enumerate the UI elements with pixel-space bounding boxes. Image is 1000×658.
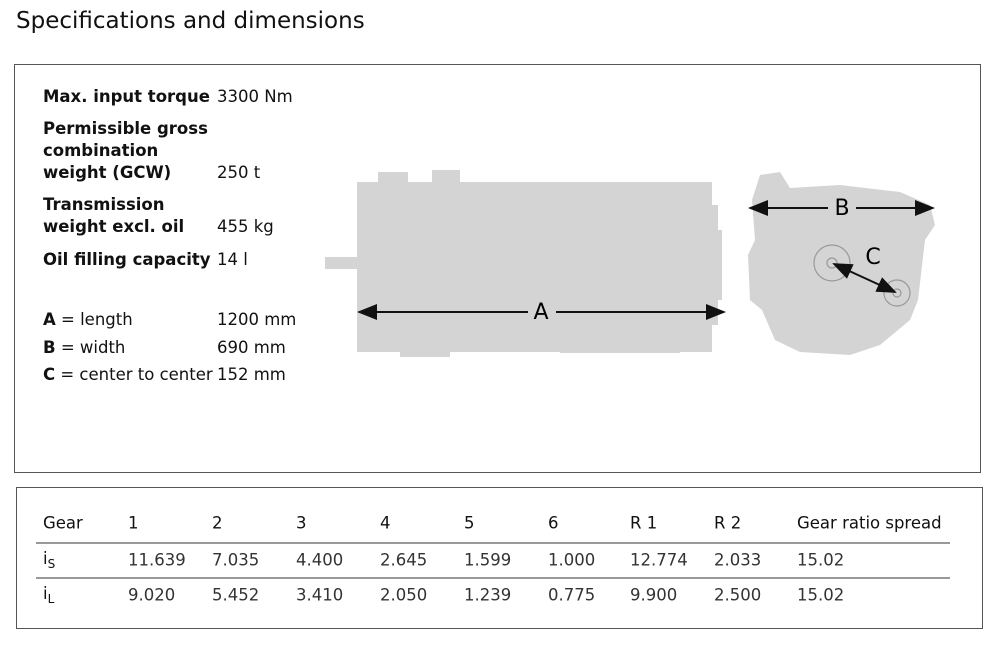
table-cell: 2.050 (380, 585, 428, 605)
table-cell: 7.035 (212, 550, 260, 570)
table-header: 2 (212, 513, 223, 533)
dimension: C = center to center (43, 364, 213, 386)
table-cell: 11.639 (128, 550, 186, 570)
table-header: 5 (464, 513, 475, 533)
table-cell: 1.239 (464, 585, 512, 605)
dim-value: 690 mm (217, 338, 286, 357)
dimension: A = length (43, 309, 133, 331)
table-cell: 2.500 (714, 585, 762, 605)
table-header: R 1 (630, 513, 658, 533)
table-header: 4 (380, 513, 391, 533)
table-header: 6 (548, 513, 559, 533)
dim-label: C (865, 245, 880, 270)
dim-label: B (834, 196, 849, 221)
table-header: 3 (296, 513, 307, 533)
dim-label: A (533, 300, 548, 325)
table-cell: 5.452 (212, 585, 260, 605)
row-label: iL (43, 584, 54, 606)
dim-value: 152 mm (217, 365, 286, 384)
table-cell: 4.400 (296, 550, 344, 570)
table-cell: 12.774 (630, 550, 688, 570)
spec-value: 455 kg (217, 217, 274, 236)
table-header: Gear (43, 513, 83, 533)
table-cell: 2.645 (380, 550, 428, 570)
dimension: B = width (43, 337, 125, 359)
side-view (325, 170, 722, 357)
spec-value: 3300 Nm (217, 87, 293, 106)
row-label-main: i (43, 583, 48, 603)
table-cell: 15.02 (797, 550, 845, 570)
dimension-arrows (357, 200, 935, 320)
dim-key: C (43, 365, 56, 384)
dim-key: A (43, 310, 56, 329)
dim-desc: = length (61, 310, 133, 329)
dim-value: 1200 mm (217, 310, 297, 329)
spec-label: Max. input torque (43, 87, 210, 106)
table-header: R 2 (714, 513, 742, 533)
row-label-sub: S (47, 557, 56, 572)
table-cell: 1.599 (464, 550, 512, 570)
dim-desc: = center to center (60, 365, 213, 384)
page-title: Specifications and dimensions (16, 8, 365, 34)
table-header: 1 (128, 513, 139, 533)
table-cell: 9.020 (128, 585, 176, 605)
spec-box (14, 64, 981, 473)
table-header: Gear ratio spread (797, 513, 942, 533)
table-cell: 2.033 (714, 550, 762, 570)
table-cell: 0.775 (548, 585, 596, 605)
spec-label: Permissible gross combination weight (GC… (43, 119, 208, 182)
table-box (16, 487, 983, 629)
dim-desc: = width (60, 338, 126, 357)
dim-key: B (43, 338, 56, 357)
spec-value: 14 l (217, 250, 248, 269)
table-cell: 9.900 (630, 585, 678, 605)
spec-value: 250 t (217, 163, 261, 182)
table-cell: 1.000 (548, 550, 596, 570)
shaft-circles (813, 244, 911, 307)
row-label: iS (43, 549, 55, 571)
spec-label: Oil filling capacity (43, 250, 211, 269)
spec-label: Transmission weight excl. oil (43, 195, 185, 236)
table-cell: 3.410 (296, 585, 344, 605)
row-label-main: i (43, 548, 48, 568)
table-cell: 15.02 (797, 585, 845, 605)
row-label-sub: L (47, 592, 55, 607)
